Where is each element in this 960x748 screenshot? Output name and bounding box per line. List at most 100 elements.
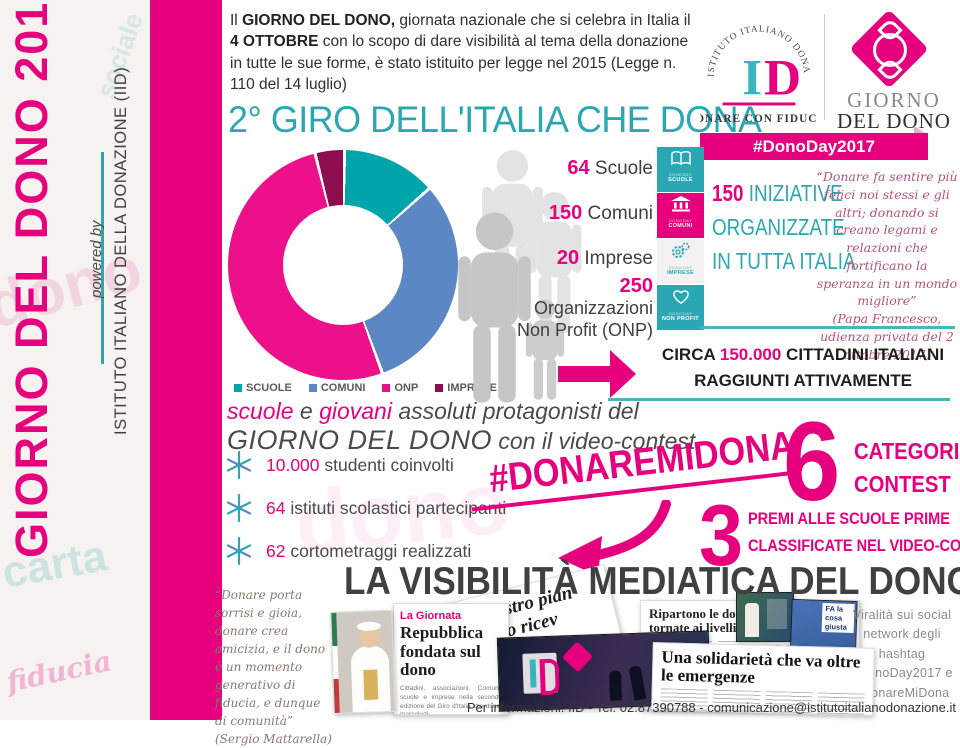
legend-item: ONP	[382, 382, 418, 394]
iid-letter-d: D	[764, 50, 801, 107]
intro-bold: GIORNO DEL DONO,	[242, 12, 396, 29]
left-sidebar: dono carta fiducia sociale GIORNO DEL DO…	[0, 0, 150, 720]
giorno-del-dono-logo: GIORNO DEL DONO	[832, 9, 956, 133]
quote-text: “Donare fa sentire più felici noi stessi…	[816, 169, 958, 309]
badge-comuni: DONODAY COMUNI	[657, 193, 704, 238]
badge-brand: DONODAY	[668, 218, 693, 223]
gdd-logo-line1: GIORNO	[847, 88, 941, 112]
sidebar-divider-line	[101, 152, 104, 364]
initiatives-block: 150 INIZIATIVE ORGANIZZATE IN TUTTA ITAL…	[712, 176, 856, 278]
badge-scuole: DONODAY SCUOLE	[657, 147, 704, 192]
media-section-title: LA VISIBILITÀ MEDIATICA DEL DONO	[344, 560, 960, 603]
quote-attribution: (Papa Francesco, udienza privata del 2 o…	[820, 311, 954, 362]
iid-tagline: DONARE CON FIDUCIA	[700, 113, 818, 125]
intro-text: con lo scopo di dare visibilità al tema …	[230, 33, 689, 94]
asterisk-icon	[226, 493, 252, 523]
intro-bold: 4 OTTOBRE	[230, 33, 319, 51]
gdd-logo-line2: DEL DONO	[837, 109, 951, 133]
flag-stripe	[331, 612, 340, 714]
bullet-text-wrap: 10.000 studenti coinvolti	[266, 455, 454, 476]
reach-text: CITTADINI ITALIANI	[781, 345, 945, 364]
stat-label: Scuole	[589, 158, 653, 179]
right-arrow-icon	[558, 350, 638, 398]
footer-contact-info: Per informazioni: IID - Tel. 02.87390788…	[466, 700, 956, 715]
stage-person	[628, 665, 647, 701]
pope-photo	[330, 609, 396, 715]
quote-text: “Donare porta sorrisi e gioia, donare cr…	[215, 588, 326, 728]
iid-logo: ISTITUTO ITALIANO DONAZIONE ID DONARE CO…	[700, 8, 818, 125]
reach-line2: RAGGIUNTI ATTIVAMENTE	[694, 370, 912, 390]
news-card-repubblica: La Giornata Repubblica fondata sul dono …	[393, 603, 509, 715]
pope-quote: “Donare fa sentire più felici noi stessi…	[816, 168, 958, 363]
bullet-text: istituti scolastici partecipanti	[285, 497, 507, 518]
initiatives-text: INIZIATIVE	[743, 180, 843, 206]
badge-label: IMPRESE	[667, 270, 694, 276]
bullet-films: 62 cortometraggi realizzati	[224, 536, 471, 566]
organization-label: ISTITUTO ITALIANO DELLA DONAZIONE (IID)	[112, 66, 130, 435]
tv-frame	[736, 592, 794, 642]
protagonists-caps: GIORNO DEL DONO	[227, 425, 493, 455]
donoday-ribbon: #DonoDay2017	[700, 126, 928, 160]
categories-label2: CONTEST	[854, 471, 951, 497]
sidebar-title: GIORNO DEL DONO 2017	[6, 0, 57, 558]
bullet-text-wrap: 64 istituti scolastici partecipanti	[266, 498, 506, 519]
logo-divider	[824, 14, 825, 120]
page-title: 2° GIRO DELL'ITALIA CHE DONA	[228, 99, 762, 140]
quote-attribution: (Sergio Mattarella)	[215, 732, 332, 746]
stat-scuole: 64 Scuole	[498, 156, 653, 181]
stat-imprese: 20 Imprese	[498, 246, 653, 271]
badge-label: NON PROFIT	[662, 316, 699, 322]
intro-text: Il	[230, 12, 243, 29]
asterisk-icon	[226, 536, 252, 566]
bullet-number: 62	[266, 540, 286, 561]
stat-value: 20	[556, 247, 580, 269]
bank-icon	[670, 196, 691, 212]
protagonists-text: con il video-contest	[492, 428, 696, 454]
tv-person	[745, 603, 759, 637]
powered-by-label: powered by	[88, 220, 105, 298]
protagonists-highlight: scuole	[227, 398, 294, 424]
news-body: Cittadini, associazioni, Comuni, scuole …	[400, 685, 502, 715]
badge-brand: DONODAY	[668, 265, 693, 270]
badge-brand: DONODAY	[668, 172, 693, 177]
legend-item: SCUOLE	[234, 382, 292, 394]
legend-swatch	[435, 384, 444, 392]
stat-value: 64	[567, 157, 590, 179]
bullet-number: 64	[266, 497, 286, 518]
legend-swatch	[382, 384, 391, 392]
magenta-accent-bar	[150, 0, 222, 720]
reach-text: CIRCA	[661, 345, 720, 364]
protagonists-text: assoluti protagonisti del	[391, 398, 639, 424]
badge-non-profit: DONODAY NON PROFIT	[657, 285, 704, 330]
news-kicker: La Giornata	[400, 610, 462, 622]
bullet-number: 10.000	[266, 454, 320, 475]
legend-label: ONP	[394, 382, 419, 394]
asterisk-icon	[226, 450, 252, 480]
legend-item: COMUNI	[308, 382, 365, 394]
stage-banner-i	[529, 659, 537, 688]
stat-label: Comuni	[582, 203, 653, 224]
separator-line	[700, 326, 955, 329]
curved-arrow-icon	[558, 500, 671, 570]
watermark-text: fiducia	[3, 644, 115, 699]
bullet-text: cortometraggi realizzati	[285, 540, 472, 561]
news-headline: Una solidarietà che va oltre le emergenz…	[660, 647, 861, 687]
gear-icon	[671, 242, 690, 258]
badge-label: SCUOLE	[668, 177, 693, 183]
stage-banner-d	[539, 658, 560, 696]
badge-imprese: DONODAY IMPRESE	[657, 239, 704, 284]
stat-value: 150	[548, 202, 583, 224]
stat-onp: 250 Organizzazioni Non Profit (ONP)	[498, 274, 653, 341]
stat-value: 250	[619, 275, 653, 297]
stat-label: Imprese	[579, 248, 653, 269]
protagonists-line2: GIORNO DEL DONO con il video-contest	[227, 425, 695, 456]
heart-icon	[672, 290, 689, 304]
reach-line1: CIRCA 150.000 CITTADINI ITALIANI	[648, 342, 958, 368]
badge-brand: DONODAY	[668, 311, 693, 316]
reach-statement: CIRCA 150.000 CITTADINI ITALIANI RAGGIUN…	[648, 342, 958, 393]
protagonists-line1: scuole e giovani assoluti protagonisti d…	[227, 398, 639, 425]
stage-diamond-logo	[561, 641, 594, 673]
news-headline: Repubblica fondata sul dono	[400, 623, 484, 680]
pope-stole	[363, 669, 379, 700]
protagonists-text: e	[293, 398, 320, 424]
